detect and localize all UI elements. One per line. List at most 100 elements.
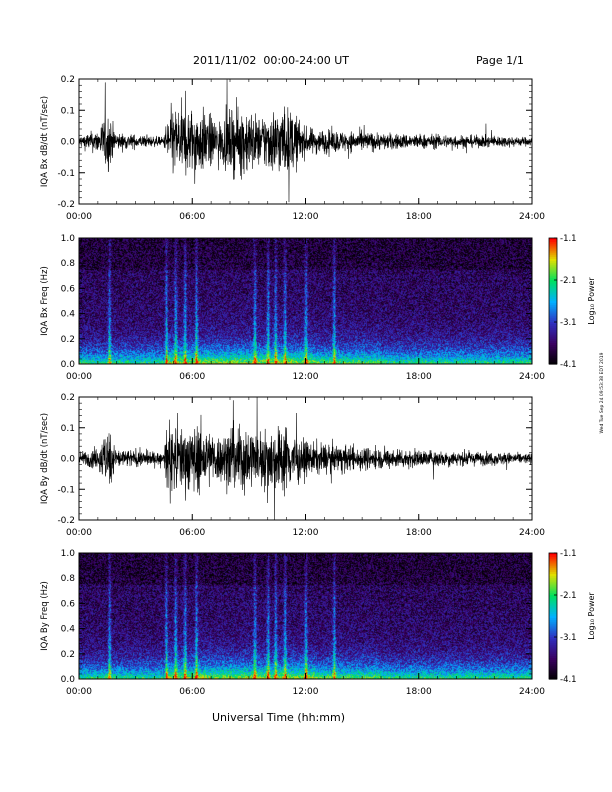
colorbar-cell [549,555,557,558]
colorbar-cell [549,622,557,625]
colorbar-cell [549,603,557,607]
colorbar-cell [549,553,557,556]
colorbar-cell [549,595,557,598]
colorbar-cell [549,355,557,359]
colorbar-cell [549,282,557,285]
colorbar-cell [549,611,557,615]
colorbar-cell [549,322,557,325]
colorbar-cell [549,244,557,247]
colorbar-cell [549,655,557,659]
colorbar-cell [549,590,557,594]
y-tick-label: 0.8 [61,259,76,269]
colorbar-cell [549,571,557,575]
colorbar-cell [549,319,557,323]
colorbar-cell [549,620,557,623]
colorbar-cell [549,651,557,655]
colorbar-tick-label: -1.1 [560,234,577,244]
colorbar-cell [549,569,557,573]
colorbar-cell [549,674,557,678]
colorbar-cell [549,353,557,357]
colorbar-cell [549,643,557,646]
colorbar-cell [549,294,557,298]
colorbar-cell [549,296,557,300]
colorbar-cell [549,336,557,340]
colorbar-tick-label: -3.1 [560,633,577,643]
colorbar-cell [549,639,557,642]
spectrogram-canvas [79,553,532,679]
colorbar-frame [548,552,558,680]
colorbar-cell [549,588,557,592]
y-tick-label: 0.2 [61,75,75,85]
y-tick-label: 0.0 [61,138,76,148]
y-tick-label: 0.6 [61,284,76,294]
colorbar-tick-label: -4.1 [560,675,577,685]
y-axis-title: IQA Bx Freq (Hz) [40,266,50,336]
colorbar-cell [549,261,557,264]
dbdt-trace [78,79,533,203]
colorbar-cell [549,359,557,363]
colorbar-cell [549,607,557,611]
colorbar-cell [549,273,557,277]
x-tick-label: 24:00 [519,212,545,222]
colorbar-cell [549,246,557,250]
colorbar-cell [549,565,557,569]
colorbar-cell [549,597,557,600]
colorbar-cell [549,668,557,672]
colorbar-cell [549,634,557,638]
colorbar-cell [549,328,557,331]
colorbar-cell [549,288,557,292]
colorbar-cell [549,271,557,275]
colorbar-cell [549,660,557,663]
colorbar-cell [549,311,557,315]
colorbar-cell [549,248,557,252]
y-tick-label: 1.0 [61,549,76,559]
y-tick-label: 0.0 [61,455,76,465]
colorbar-cell [549,584,557,588]
y-tick-label: 0.2 [61,335,75,345]
colorbar-cell [549,345,557,348]
colorbar-cell [549,330,557,334]
colorbar-cell [549,676,557,680]
colorbar-cell [549,303,557,306]
y-tick-label: 0.0 [61,675,76,685]
colorbar-cell [549,326,557,329]
x-tick-label: 12:00 [293,372,319,382]
y-tick-label: 0.4 [61,310,76,320]
dbdt-trace [78,396,533,521]
y-tick-label: -0.1 [57,485,75,495]
colorbar-cell [549,338,557,342]
x-tick-label: 00:00 [66,528,92,538]
colorbar-cell [549,613,557,617]
colorbar-cell [549,317,557,321]
y-tick-label: 0.2 [61,393,75,403]
colorbar-tick-label: -3.1 [560,318,577,328]
colorbar-cell [549,292,557,296]
colorbar-cell [549,624,557,628]
colorbar-tick-label: -1.1 [560,549,577,559]
x-tick-label: 18:00 [406,528,432,538]
x-tick-label: 24:00 [519,372,545,382]
colorbar-cell [549,618,557,621]
colorbar-cell [549,305,557,308]
colorbar-cell [549,578,557,581]
colorbar-cell [549,324,557,327]
colorbar-cell [549,576,557,579]
colorbar-cell [549,267,557,271]
y-tick-label: 0.1 [61,424,75,434]
x-tick-label: 00:00 [66,212,92,222]
colorbar-cell [549,567,557,571]
colorbar-cell [549,586,557,590]
x-tick-label: 24:00 [519,687,545,697]
colorbar-cell [549,361,557,365]
colorbar-cell [549,284,557,287]
colorbar-cell [549,592,557,596]
colorbar-cell [549,637,557,640]
y-tick-label: 0.8 [61,574,76,584]
colorbar-cell [549,616,557,619]
colorbar-cell [549,628,557,632]
page-number: Page 1/1 [476,54,524,67]
colorbar-tick-label: -2.1 [560,276,577,286]
colorbar-cell [549,582,557,586]
colorbar-cell [549,298,557,302]
